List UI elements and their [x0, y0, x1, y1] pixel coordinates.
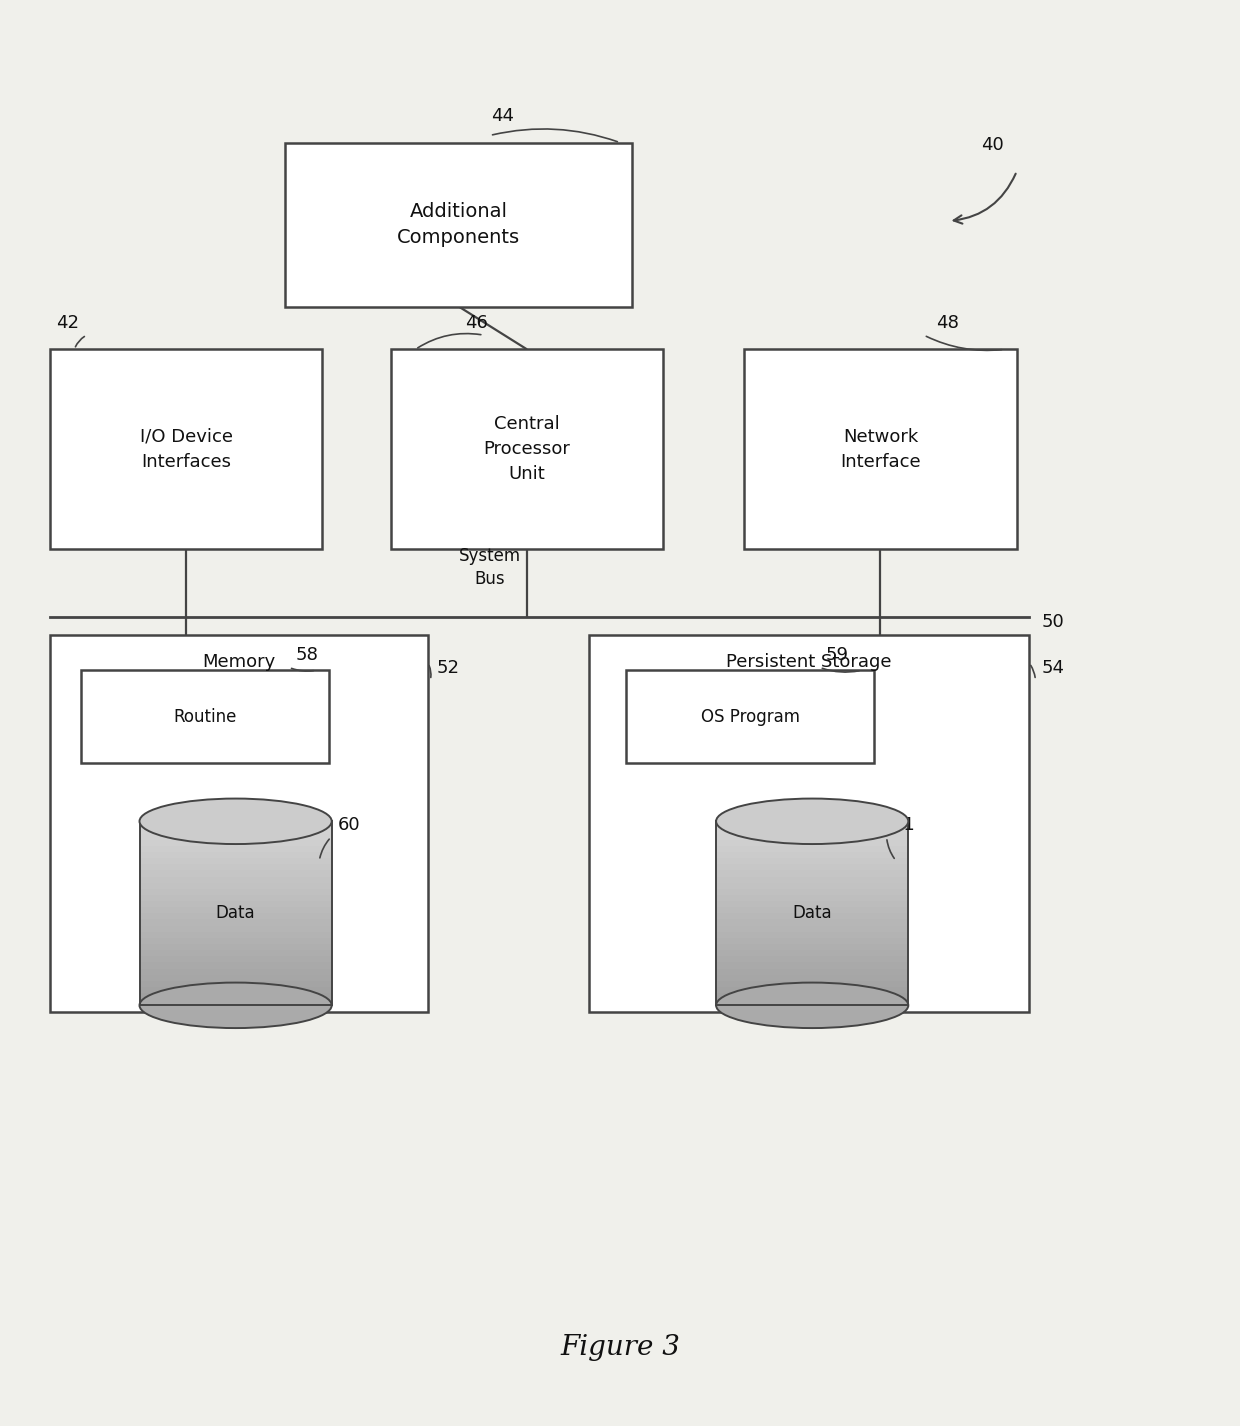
Bar: [139, 838, 332, 846]
Ellipse shape: [715, 799, 908, 844]
Bar: [717, 924, 908, 931]
Bar: [139, 948, 332, 957]
Bar: [717, 820, 908, 827]
Bar: [717, 973, 908, 981]
Bar: [717, 967, 908, 974]
Text: 44: 44: [491, 107, 513, 125]
Bar: [717, 857, 908, 864]
Bar: [139, 967, 332, 974]
FancyBboxPatch shape: [50, 349, 322, 549]
Bar: [717, 943, 908, 950]
Bar: [717, 985, 908, 992]
Text: 60: 60: [337, 816, 360, 834]
Bar: [717, 863, 908, 870]
Bar: [139, 924, 332, 931]
Bar: [139, 887, 332, 896]
Text: Data: Data: [792, 904, 832, 923]
Bar: [139, 937, 332, 944]
Text: I/O Device
Interfaces: I/O Device Interfaces: [139, 428, 233, 471]
Bar: [717, 850, 908, 858]
Bar: [717, 868, 908, 877]
Bar: [139, 955, 332, 963]
Bar: [717, 955, 908, 963]
Text: Data: Data: [216, 904, 255, 923]
Text: Central
Processor
Unit: Central Processor Unit: [484, 415, 570, 483]
Text: 46: 46: [465, 314, 487, 332]
Text: Memory: Memory: [202, 653, 275, 672]
Bar: [139, 850, 332, 858]
Text: Figure 3: Figure 3: [560, 1335, 680, 1360]
Bar: [717, 876, 908, 883]
Bar: [717, 900, 908, 907]
FancyBboxPatch shape: [81, 670, 329, 763]
Bar: [717, 906, 908, 913]
Bar: [139, 844, 332, 851]
Bar: [717, 844, 908, 851]
Text: 59: 59: [826, 646, 849, 665]
Bar: [717, 881, 908, 888]
Text: 50: 50: [1042, 613, 1064, 632]
Bar: [717, 894, 908, 901]
Bar: [139, 943, 332, 950]
Text: 58: 58: [295, 646, 317, 665]
Bar: [139, 961, 332, 968]
Text: Persistent Storage: Persistent Storage: [727, 653, 892, 672]
Bar: [139, 863, 332, 870]
Bar: [139, 985, 332, 992]
Ellipse shape: [715, 983, 908, 1028]
Text: Routine: Routine: [172, 707, 237, 726]
Bar: [139, 911, 332, 920]
Bar: [717, 948, 908, 957]
FancyBboxPatch shape: [589, 635, 1029, 1012]
Text: OS Program: OS Program: [701, 707, 800, 726]
FancyBboxPatch shape: [744, 349, 1017, 549]
Bar: [139, 991, 332, 1000]
Bar: [139, 894, 332, 901]
Text: 61: 61: [893, 816, 915, 834]
Bar: [717, 980, 908, 987]
Bar: [139, 820, 332, 827]
Bar: [717, 911, 908, 920]
Bar: [139, 906, 332, 913]
Bar: [139, 930, 332, 938]
Bar: [139, 876, 332, 883]
Bar: [139, 973, 332, 981]
Bar: [717, 961, 908, 968]
Bar: [139, 881, 332, 888]
Bar: [717, 826, 908, 834]
Bar: [139, 918, 332, 925]
Bar: [717, 838, 908, 846]
Bar: [717, 887, 908, 896]
Text: 48: 48: [936, 314, 959, 332]
Bar: [139, 980, 332, 987]
FancyBboxPatch shape: [391, 349, 663, 549]
Ellipse shape: [139, 983, 332, 1028]
Text: Additional
Components: Additional Components: [397, 202, 521, 247]
FancyBboxPatch shape: [626, 670, 874, 763]
Text: System
Bus: System Bus: [459, 548, 521, 588]
Bar: [139, 868, 332, 877]
FancyBboxPatch shape: [285, 143, 632, 307]
Ellipse shape: [139, 799, 332, 844]
Text: 54: 54: [1042, 659, 1065, 677]
Bar: [139, 900, 332, 907]
Text: 42: 42: [56, 314, 79, 332]
Bar: [717, 998, 908, 1005]
Bar: [139, 857, 332, 864]
FancyBboxPatch shape: [50, 635, 428, 1012]
Bar: [139, 821, 332, 1005]
Bar: [139, 833, 332, 840]
Bar: [139, 998, 332, 1005]
Bar: [717, 937, 908, 944]
Bar: [717, 821, 908, 1005]
Bar: [139, 826, 332, 834]
Text: 52: 52: [436, 659, 460, 677]
Bar: [717, 833, 908, 840]
Bar: [717, 930, 908, 938]
Text: 40: 40: [981, 135, 1003, 154]
Text: Network
Interface: Network Interface: [839, 428, 921, 471]
Bar: [717, 918, 908, 925]
Bar: [717, 991, 908, 1000]
